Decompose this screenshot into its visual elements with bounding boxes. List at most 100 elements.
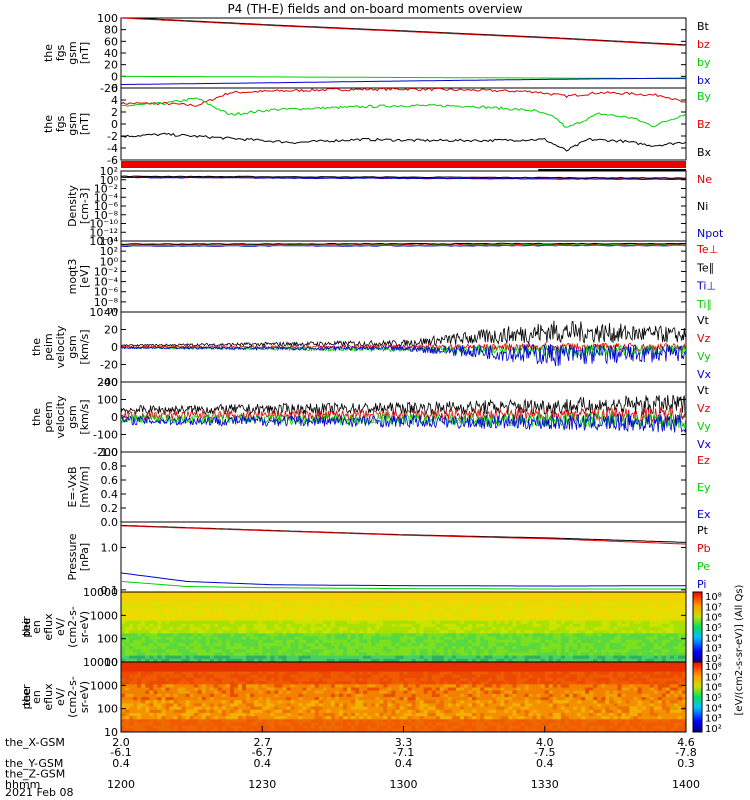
y-tick-label: 0.1 [101, 584, 119, 597]
colorbar-tick: 10⁸ [705, 662, 722, 673]
y-axis-label: moqt3 [66, 259, 79, 295]
legend-entry: Vz [697, 332, 711, 345]
panel-frame [120, 87, 687, 161]
y-tick-label: 0.6 [101, 474, 119, 487]
x-row-value: 0.4 [112, 757, 130, 770]
y-axis-label: [km/s] [78, 329, 91, 364]
series-fgs_dsl-By [121, 97, 686, 128]
legend-entry: Pt [697, 524, 709, 537]
panel-efield: 1.00.80.60.40.20.0 E=-VxB [mV/m] Ez Ey Ex [66, 446, 711, 529]
y-tick-label: 0.2 [101, 502, 119, 515]
y-tick-label: 10 [104, 726, 118, 739]
y-axis-label: (cm2-s- [66, 606, 79, 648]
colorbar-tick: 10³ [705, 644, 722, 655]
colorbar-peir [692, 591, 703, 663]
series-peem-Vy [121, 412, 686, 429]
y-axis-label: [nT] [78, 113, 91, 135]
y-tick-label: 1000 [90, 609, 118, 622]
y-axis-label: [mV/m] [78, 466, 91, 507]
x-row-value: -7.5 [534, 746, 555, 759]
x-row-value: 1300 [390, 778, 418, 791]
y-tick-label: 0 [111, 70, 118, 83]
y-tick-label: 10⁻² [94, 183, 118, 196]
series-fgs-bz [121, 18, 686, 46]
series-density-Npot [121, 176, 686, 181]
figure-title: P4 (TH-E) fields and on-board moments ov… [227, 2, 522, 16]
colorbar-tick: 10³ [705, 714, 722, 725]
y-axis-label: eflux [42, 683, 55, 711]
y-axis-label: Density [66, 185, 79, 227]
y-tick-label: 2 [111, 106, 118, 119]
y-tick-label: 0.0 [101, 516, 119, 529]
y-tick-label: -20 [100, 82, 118, 95]
series-peem-Vx [121, 412, 686, 433]
series-pressure-Pt [121, 524, 686, 543]
legend-entry: Vx [697, 368, 712, 381]
y-axis-label: peir [20, 616, 33, 638]
y-tick-label: -100 [93, 429, 118, 442]
y-axis-label: velocity [54, 395, 67, 438]
y-tick-label: 0.4 [101, 488, 119, 501]
x-row-value: 0.4 [395, 757, 413, 770]
y-tick-label: 0.8 [101, 460, 119, 473]
y-tick-label: 10⁰ [100, 174, 119, 187]
y-tick-label: 10⁻² [94, 265, 118, 278]
y-tick-label: 20 [104, 59, 118, 72]
y-tick-label: 10⁰ [100, 255, 119, 268]
y-axis-label: fgs [54, 44, 67, 61]
x-tick-label: 4.0 [536, 736, 554, 749]
y-axis-label: [km/s] [78, 399, 91, 434]
x-row-label: the_Z-GSM [5, 768, 65, 781]
y-axis-label: peem [42, 401, 55, 432]
series-pressure-Pe [121, 580, 686, 590]
x-row-value: 1200 [107, 778, 135, 791]
panel-frame [120, 240, 687, 313]
legend-entry: By [697, 90, 712, 103]
y-tick-label: 10000 [83, 656, 118, 669]
y-tick-label: -4 [107, 142, 118, 155]
y-tick-label: 200 [97, 376, 118, 389]
y-axis-label: the [30, 338, 43, 356]
y-tick-label: 80 [104, 24, 118, 37]
x-tick-label: 4.6 [677, 736, 695, 749]
colorbar-tick: 10² [705, 654, 722, 665]
y-tick-label: 10⁻⁴ [94, 191, 119, 204]
y-tick-label: 10⁻⁴ [94, 276, 119, 289]
x-row-value: 0.4 [254, 757, 272, 770]
y-tick-label: 100 [97, 12, 118, 25]
y-tick-label: -6 [107, 154, 118, 167]
y-axis-label: eflux [42, 613, 55, 641]
panel-frame [120, 451, 687, 523]
y-tick-label: 1000 [90, 679, 118, 692]
series-pressure-Pi [121, 572, 686, 587]
x-row-value: 1400 [672, 778, 700, 791]
y-tick-label: 0 [111, 341, 118, 354]
y-axis-label: velocity [54, 325, 67, 368]
legend-entry: Vt [697, 314, 710, 327]
colorbar-tick: 10⁶ [705, 683, 722, 694]
y-axis-label: eV/ [54, 688, 67, 706]
legend-entry: Te∥ [696, 261, 714, 274]
series-peim-Vt [121, 320, 686, 348]
y-axis-label: gsm [66, 405, 79, 428]
colorbar-tick: 10⁷ [705, 672, 722, 683]
y-tick-label: -20 [100, 359, 118, 372]
series-fgs_dsl-Bz [121, 88, 686, 107]
y-axis-label: peer [20, 684, 33, 710]
y-axis-label: the [20, 618, 33, 636]
y-tick-label: 10⁻⁶ [94, 286, 119, 299]
x-tick-label: 2.7 [254, 736, 272, 749]
y-tick-label: -2 [107, 130, 118, 143]
legend-entry: Pb [697, 542, 711, 555]
y-tick-label: 10⁴ [100, 235, 119, 248]
x-tick-label: 2.0 [112, 736, 130, 749]
colorbar-tick: 10⁴ [705, 633, 722, 644]
legend-entry: Vy [697, 350, 711, 363]
y-tick-label: 0 [111, 411, 118, 424]
legend-entry: Te⊥ [696, 243, 718, 256]
